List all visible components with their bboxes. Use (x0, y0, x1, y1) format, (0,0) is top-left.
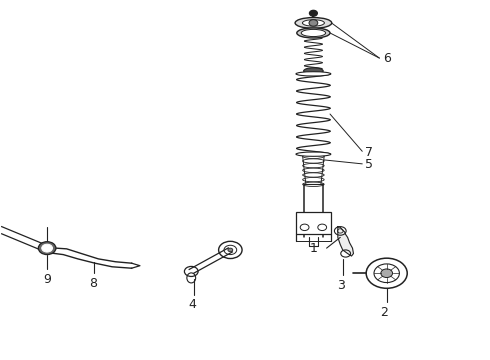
Text: 4: 4 (188, 298, 196, 311)
Ellipse shape (303, 159, 324, 163)
Ellipse shape (303, 177, 324, 182)
Text: 3: 3 (337, 279, 345, 292)
Text: 5: 5 (365, 158, 373, 171)
Ellipse shape (303, 154, 324, 158)
Ellipse shape (297, 28, 330, 38)
Ellipse shape (303, 168, 324, 172)
Polygon shape (338, 226, 353, 256)
Text: 8: 8 (90, 277, 98, 290)
Ellipse shape (302, 20, 324, 26)
Ellipse shape (187, 273, 196, 283)
Ellipse shape (295, 18, 332, 28)
Ellipse shape (303, 182, 324, 186)
Ellipse shape (301, 30, 326, 37)
Ellipse shape (38, 242, 56, 255)
Ellipse shape (42, 244, 52, 252)
Text: 7: 7 (365, 145, 373, 158)
Text: 9: 9 (43, 273, 51, 285)
Ellipse shape (296, 72, 331, 76)
Circle shape (228, 248, 233, 252)
Ellipse shape (296, 152, 331, 156)
Text: 1: 1 (310, 242, 318, 255)
Circle shape (309, 20, 318, 26)
Circle shape (381, 269, 392, 278)
Circle shape (310, 10, 318, 16)
Ellipse shape (303, 173, 324, 177)
Text: 2: 2 (380, 306, 388, 319)
Ellipse shape (303, 163, 324, 168)
Text: 6: 6 (383, 51, 391, 64)
FancyBboxPatch shape (296, 212, 331, 234)
Ellipse shape (304, 68, 323, 74)
